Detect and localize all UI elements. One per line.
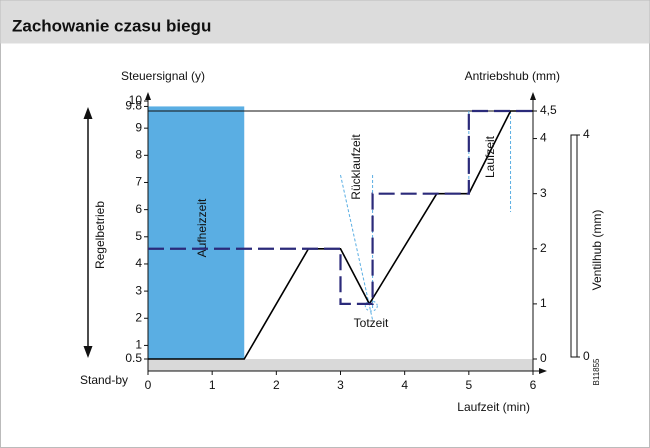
laufzeit-label: Laufzeit xyxy=(483,135,497,178)
y-tick-label: 7 xyxy=(135,175,142,189)
y2-axis-label: Antriebshub (mm) xyxy=(465,69,560,83)
x-tick-label: 6 xyxy=(530,378,537,392)
y-tick-label: 5 xyxy=(135,229,142,243)
y2-tick-label: 3 xyxy=(540,186,547,200)
y2-tick-label: 2 xyxy=(540,241,547,255)
y-tick-label: 2 xyxy=(135,310,142,324)
y-axis-label: Steuersignal (y) xyxy=(121,69,205,83)
y-tick-label: 0.5 xyxy=(125,351,142,365)
x-axis-label: Laufzeit (min) xyxy=(457,400,530,414)
y-tick-label: 3 xyxy=(135,283,142,297)
y-tick-label: 6 xyxy=(135,202,142,216)
x-tick-label: 3 xyxy=(337,378,344,392)
x-tick-label: 2 xyxy=(273,378,280,392)
y-tick-label: 4 xyxy=(135,256,142,270)
x-tick-label: 1 xyxy=(209,378,216,392)
ventilhub-label: Ventilhub (mm) xyxy=(590,210,604,291)
totzeit-label: Totzeit xyxy=(354,316,389,330)
figure-code: B11855 xyxy=(592,358,601,386)
x-tick-label: 0 xyxy=(145,378,152,392)
ruecklaufzeit-label: Rücklaufzeit xyxy=(349,134,363,200)
y-tick-label: 9 xyxy=(135,120,142,134)
y-tick-label: 8 xyxy=(135,147,142,161)
y-tick-label: 1 xyxy=(135,338,142,352)
aufheizzeit-region xyxy=(148,106,245,359)
ventilhub-tick-label: 4 xyxy=(583,127,590,141)
aufheizzeit-label: Aufheizzeit xyxy=(195,198,209,257)
header-bar xyxy=(0,0,650,44)
y2-tick-label: 0 xyxy=(540,351,547,365)
x-tick-label: 5 xyxy=(465,378,472,392)
regelbetrieb-label: Regelbetrieb xyxy=(93,201,107,269)
x-tick-label: 4 xyxy=(401,378,408,392)
standby-band xyxy=(148,359,533,371)
ventilhub-bar xyxy=(570,134,578,358)
y2-tick-label: 1 xyxy=(540,296,547,310)
y2-tick-label: 4,5 xyxy=(540,103,557,117)
header-title: Zachowanie czasu biegu xyxy=(12,16,211,35)
standby-label: Stand-by xyxy=(80,373,128,387)
y-tick-label: 9.8 xyxy=(125,99,142,113)
ventilhub-tick-label: 0 xyxy=(583,349,590,363)
series-line xyxy=(148,109,533,305)
y2-tick-label: 4 xyxy=(540,131,547,145)
y-tick-label: 10 xyxy=(129,93,143,107)
